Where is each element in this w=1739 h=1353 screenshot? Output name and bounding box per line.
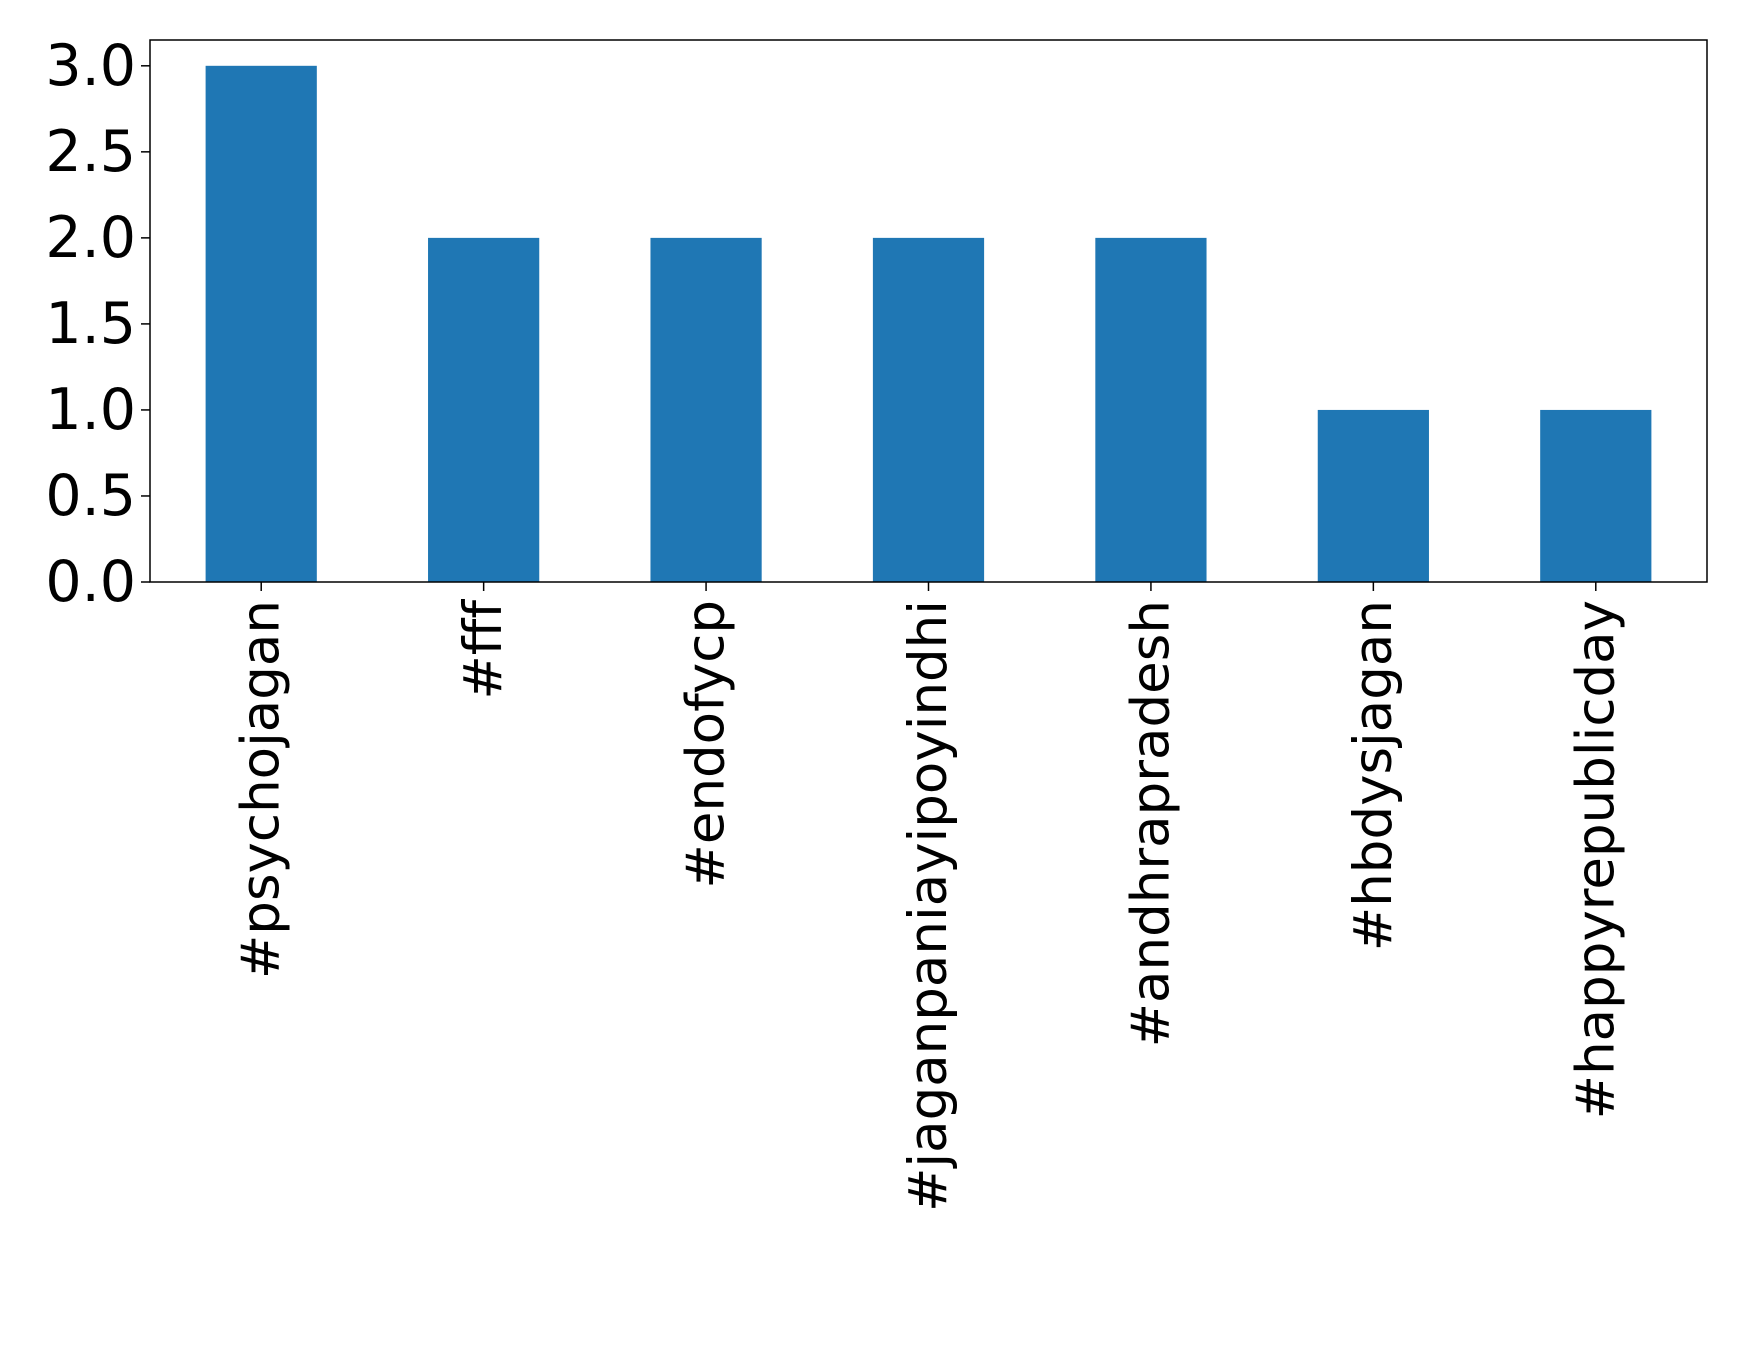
x-tick-label: #fff <box>453 599 514 700</box>
y-axis: 0.0 0.5 1.0 1.5 2.0 2.5 3.0 <box>45 33 150 615</box>
x-axis: #psychojagan #fff #endofycp #jaganpaniayipo… <box>231 582 1626 1212</box>
bar-endofycp <box>650 237 762 582</box>
x-tick-label: #hbdysjagan <box>1343 600 1404 951</box>
x-tick-label: #psychojagan <box>231 600 292 979</box>
y-tick-label: 1.0 <box>45 377 136 443</box>
bar-fff <box>428 237 540 582</box>
bar-jaganpaniayipoyindhi <box>872 237 985 582</box>
y-tick-label: 1.5 <box>45 291 136 357</box>
y-tick-label: 2.0 <box>45 205 136 271</box>
bars-layer <box>205 65 1652 583</box>
y-tick-label: 3.0 <box>45 33 136 99</box>
bar-happyrepublicday <box>1540 409 1652 582</box>
bar-hbdysjagan <box>1317 409 1429 582</box>
y-tick-label: 0.5 <box>45 463 136 529</box>
y-tick-label: 0.0 <box>45 549 136 615</box>
x-tick-label: #happyrepublicday <box>1565 600 1626 1119</box>
x-tick-label: #jaganpaniayipoyindhi <box>898 600 959 1212</box>
y-tick-label: 2.5 <box>45 119 136 185</box>
plot-frame <box>149 39 1708 583</box>
x-tick-label: #andhrapradesh <box>1120 600 1181 1047</box>
bar-psychojagan <box>205 65 317 583</box>
bar-andhrapradesh <box>1095 237 1207 582</box>
x-tick-label: #endofycp <box>676 600 737 889</box>
